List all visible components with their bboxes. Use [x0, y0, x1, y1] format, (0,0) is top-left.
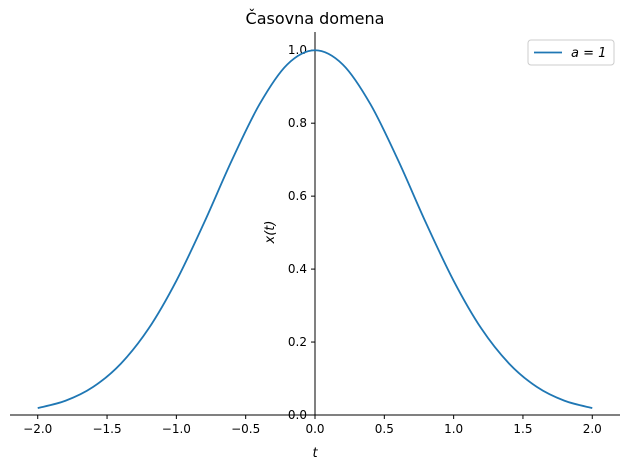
y-tick-label: 0.8	[288, 116, 307, 130]
y-axis-label: x(t)	[263, 221, 278, 245]
x-tick-label: 0.5	[375, 422, 394, 436]
y-tick-label: 0.0	[288, 408, 307, 422]
x-axis-label: t	[312, 446, 318, 461]
x-tick-label: −2.0	[23, 422, 52, 436]
y-ticks: 0.00.20.40.60.81.0	[288, 43, 315, 422]
y-tick-label: 0.6	[288, 189, 307, 203]
y-tick-label: 0.2	[288, 335, 307, 349]
x-tick-label: −0.5	[231, 422, 260, 436]
y-tick-label: 0.4	[288, 262, 307, 276]
axes	[10, 32, 620, 416]
chart-title: Časovna domena	[246, 9, 385, 28]
legend-box	[527, 39, 615, 66]
legend-entry-a1: a = 1	[571, 46, 606, 61]
x-ticks: −2.0 −1.5 −1.0 −0.5 0.0 0.5 1.0 1.5 2.0	[23, 415, 602, 436]
x-tick-label: −1.5	[92, 422, 121, 436]
x-tick-label: 1.5	[513, 422, 532, 436]
x-tick-label: 1.0	[444, 422, 463, 436]
x-tick-label: 0.0	[305, 422, 324, 436]
legend: a = 1	[527, 39, 615, 66]
x-tick-label: −1.0	[162, 422, 191, 436]
x-tick-label: 2.0	[583, 422, 602, 436]
series-line-a1	[37, 49, 593, 409]
